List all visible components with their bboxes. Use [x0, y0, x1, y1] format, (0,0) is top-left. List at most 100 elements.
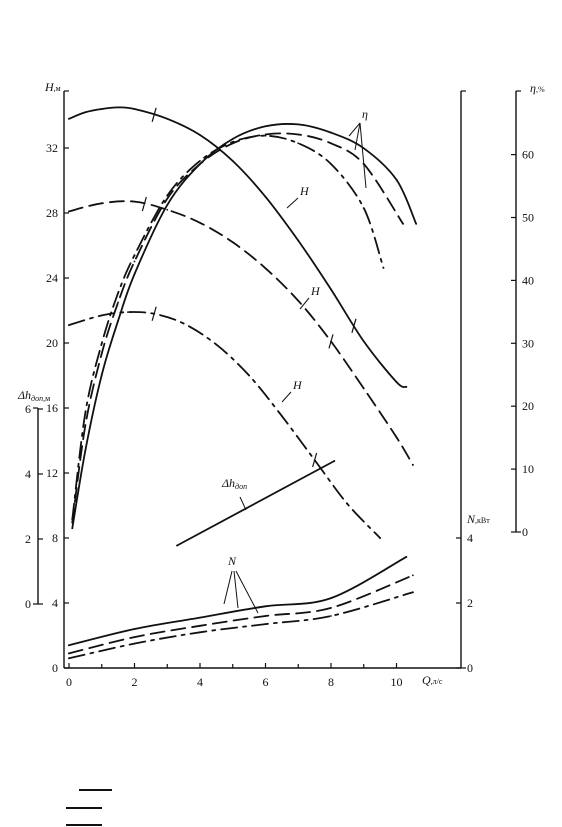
- data-point: [133, 254, 136, 257]
- tick-label-y_head: 4: [52, 596, 58, 610]
- data-point: [264, 125, 267, 128]
- leader-line: [281, 391, 292, 403]
- tick-label-x: 2: [132, 675, 138, 689]
- data-point: [117, 292, 120, 294]
- tick-label-y_head: 12: [46, 466, 58, 480]
- tick-label-y_npsh: 4: [25, 467, 31, 481]
- data-point: [330, 288, 332, 291]
- data-point: [330, 163, 332, 165]
- data-point: [330, 606, 332, 609]
- range-mark: [312, 452, 318, 468]
- tick-label-y_head: 20: [46, 336, 58, 350]
- data-point: [127, 311, 129, 314]
- axis-title-head: H,м: [44, 80, 61, 94]
- data-point: [199, 616, 201, 619]
- data-point: [68, 117, 70, 120]
- tick-label-y_head: 28: [46, 206, 58, 220]
- data-point: [395, 178, 398, 181]
- data-point: [231, 160, 234, 162]
- data-point: [199, 631, 201, 634]
- data-point: [166, 197, 169, 200]
- tick-label-y_eff: 60: [522, 148, 534, 162]
- tick-label-y_head: 24: [46, 271, 58, 285]
- tick-label-y_eff: 40: [522, 273, 534, 287]
- data-point: [280, 415, 283, 418]
- series-line-7: [68, 556, 408, 647]
- axis-y_power: 0 2 4: [456, 90, 473, 675]
- data-point: [100, 373, 103, 376]
- range-mark: [141, 196, 147, 212]
- data-point: [100, 352, 103, 355]
- data-point: [330, 131, 332, 134]
- data-point: [166, 208, 169, 211]
- data-point: [117, 319, 120, 322]
- data-point: [133, 108, 136, 110]
- data-point: [264, 615, 267, 617]
- data-point: [264, 267, 267, 270]
- tick-label-x: 8: [328, 675, 334, 689]
- leader-line: [359, 122, 367, 189]
- data-point: [68, 657, 70, 660]
- data-point: [133, 642, 136, 645]
- data-point: [264, 623, 267, 626]
- series-line-0: [68, 106, 408, 388]
- data-point: [379, 537, 382, 539]
- curve-label-h-dashdot: H: [292, 378, 303, 392]
- axis-x: 0 2 4 6 8 10: [64, 663, 461, 689]
- leader-line: [223, 570, 233, 605]
- axis-title-power: N,кВт: [466, 512, 490, 526]
- data-point: [297, 133, 300, 136]
- series-line-3: [71, 123, 417, 530]
- data-point: [264, 134, 267, 137]
- tick-label-x: 4: [197, 675, 203, 689]
- data-point: [330, 615, 332, 617]
- tick-label-y_power: 4: [467, 531, 473, 545]
- leader-line: [239, 496, 247, 511]
- data-point: [84, 424, 87, 426]
- data-point: [411, 463, 414, 466]
- data-point: [264, 133, 267, 136]
- data-point: [84, 411, 87, 414]
- series-line-8: [68, 574, 414, 655]
- tick-label-x: 0: [66, 675, 72, 689]
- data-point: [297, 142, 300, 145]
- data-point: [199, 221, 201, 224]
- data-point: [100, 314, 103, 317]
- data-point: [133, 628, 136, 630]
- leader-line: [233, 570, 239, 609]
- labels-group: H,м Δhдоп,м N,кВт η,% Q,л/с H H Hη Δhдоп N: [17, 80, 545, 687]
- data-point: [362, 387, 365, 390]
- data-point: [411, 591, 414, 594]
- data-point: [68, 652, 70, 655]
- data-point: [133, 273, 136, 276]
- data-point: [411, 574, 414, 577]
- data-point: [330, 597, 332, 600]
- data-point: [199, 159, 201, 162]
- data-point: [100, 202, 103, 205]
- data-point: [117, 301, 120, 304]
- data-point: [402, 222, 404, 225]
- data-point: [362, 340, 365, 343]
- data-point: [395, 381, 398, 383]
- axis-title-npsh: Δhдоп,м: [17, 388, 50, 403]
- data-point: [297, 299, 300, 302]
- tick-label-y_npsh: 6: [25, 402, 31, 416]
- tick-label-x: 10: [391, 675, 403, 689]
- data-point: [71, 521, 74, 524]
- tick-label-y_eff: 10: [522, 462, 534, 476]
- data-point: [71, 518, 74, 521]
- leader-line: [235, 570, 259, 614]
- tick-label-y_npsh: 0: [25, 597, 31, 611]
- data-point: [166, 194, 169, 197]
- axis-title-eff: η,%: [530, 81, 545, 95]
- data-point: [84, 449, 87, 452]
- tick-label-y_head: 8: [52, 531, 58, 545]
- data-point: [405, 555, 408, 558]
- series-line-9: [68, 591, 414, 660]
- tick-label-y_npsh: 2: [25, 532, 31, 546]
- data-point: [199, 624, 201, 627]
- axis-y_eff: 0 10 20 30 40 50 60: [511, 90, 534, 539]
- curve-label-n: N: [227, 554, 237, 568]
- series-line-1: [68, 200, 414, 466]
